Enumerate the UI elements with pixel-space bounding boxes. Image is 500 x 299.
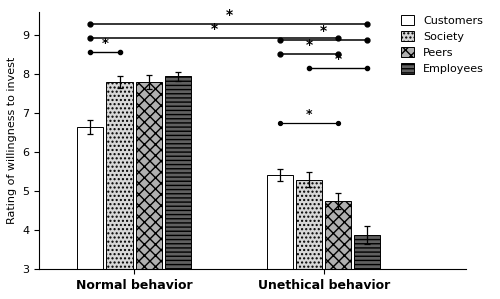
Bar xyxy=(165,76,191,269)
Text: *: * xyxy=(306,39,312,52)
Text: *: * xyxy=(334,53,342,66)
Text: *: * xyxy=(306,109,312,121)
Text: *: * xyxy=(226,8,232,22)
Text: *: * xyxy=(102,37,108,51)
Text: *: * xyxy=(210,22,218,36)
Bar xyxy=(78,127,104,269)
Text: *: * xyxy=(320,25,327,38)
Y-axis label: Rating of willingness to invest: Rating of willingness to invest xyxy=(7,57,17,224)
Bar xyxy=(267,175,293,269)
Bar xyxy=(354,235,380,269)
Legend: Customers, Society, Peers, Employees: Customers, Society, Peers, Employees xyxy=(399,12,486,76)
Bar xyxy=(325,201,351,269)
Bar xyxy=(136,82,162,269)
Bar xyxy=(296,180,322,269)
Bar xyxy=(106,82,132,269)
